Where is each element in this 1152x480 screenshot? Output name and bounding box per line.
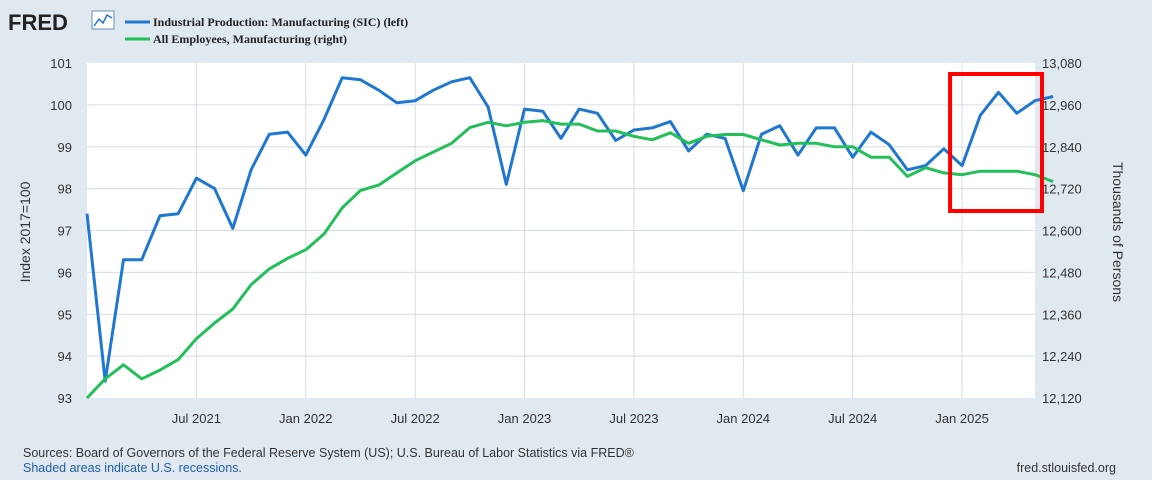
x-tick-label: Jan 2022 [279, 411, 333, 426]
y-axis-left: 93 94 95 96 97 98 99 100 101 [50, 56, 72, 406]
x-tick-label: Jul 2024 [828, 411, 877, 426]
y-right-tick-label: 12,960 [1042, 98, 1082, 113]
y-right-tick-label: 12,840 [1042, 140, 1082, 155]
y-right-tick-label: 12,720 [1042, 182, 1082, 197]
series-lines [85, 76, 1054, 400]
y-right-tick-label: 12,600 [1042, 224, 1082, 239]
legend-label-emp: All Employees, Manufacturing (right) [153, 32, 347, 46]
y-left-tick-label: 98 [58, 182, 72, 197]
y-left-tick-label: 99 [58, 140, 72, 155]
footer-site[interactable]: fred.stlouisfed.org [1016, 461, 1116, 475]
y-left-tick-label: 100 [50, 98, 72, 113]
x-tick-label: Jul 2023 [609, 411, 658, 426]
y-right-tick-label: 12,240 [1042, 349, 1082, 364]
y-left-tick-label: 93 [58, 391, 72, 406]
x-tick-label: Jan 2023 [498, 411, 552, 426]
y-right-title: Thousands of Persons [1110, 162, 1126, 302]
fred-logo-text: FRED [8, 10, 68, 35]
y-left-tick-label: 101 [50, 56, 72, 71]
y-axis-right: 12,120 12,240 12,360 12,480 12,600 12,720 12,8… [1042, 56, 1082, 406]
y-right-tick-label: 13,080 [1042, 56, 1082, 71]
y-left-tick-label: 95 [58, 307, 72, 322]
x-tick-label: Jan 2024 [717, 411, 771, 426]
grid-lines [87, 63, 1035, 398]
y-left-title: Index 2017=100 [17, 181, 33, 282]
x-tick-label: Jul 2022 [391, 411, 440, 426]
y-right-tick-label: 12,360 [1042, 307, 1082, 322]
y-right-tick-label: 12,480 [1042, 265, 1082, 280]
series-line-manufacturing-employees [85, 119, 1054, 400]
y-right-tick-label: 12,120 [1042, 391, 1082, 406]
y-left-tick-label: 96 [58, 265, 72, 280]
y-left-tick-label: 94 [58, 349, 72, 364]
x-axis: Jul 2021 Jan 2022 Jul 2022 Jan 2023 Jul 2023… [172, 411, 989, 426]
y-left-tick-label: 97 [58, 224, 72, 239]
highlight-box [948, 72, 1044, 213]
legend-label-ip: Industrial Production: Manufacturing (SI… [153, 15, 408, 29]
footer-recessions-link[interactable]: Shaded areas indicate U.S. recessions. [23, 461, 242, 475]
highlight-rectangle [948, 72, 1044, 213]
x-tick-label: Jan 2025 [935, 411, 989, 426]
x-tick-label: Jul 2021 [172, 411, 221, 426]
fred-logo-graph-icon [91, 10, 115, 30]
footer-sources: Sources: Board of Governors of the Feder… [23, 446, 634, 460]
